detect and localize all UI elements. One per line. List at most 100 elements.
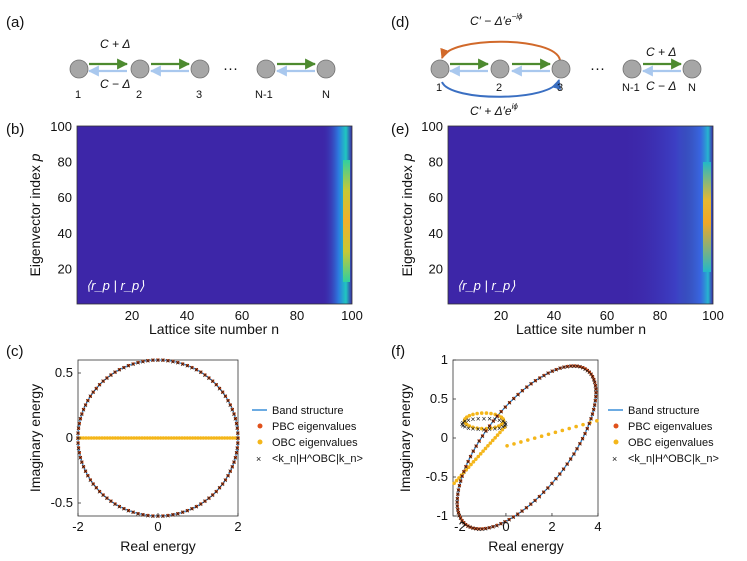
pbc-eigenvalue-point xyxy=(581,365,585,370)
legend-label: PBC eigenvalues xyxy=(628,421,713,433)
obc-eigenvalue-point xyxy=(164,436,168,440)
y-ticks: 20 40 60 80 100 xyxy=(50,119,72,276)
obc-eigenvalue-point xyxy=(499,415,504,420)
obc-eigenvalue-point xyxy=(500,427,505,432)
pbc-eigenvalue-point xyxy=(94,386,98,390)
pbc-eigenvalue-point xyxy=(233,455,238,459)
pbc-eigenvalue-point xyxy=(131,510,135,514)
pbc-eigenvalue-point xyxy=(235,426,239,430)
pbc-eigenvalue-point xyxy=(474,444,478,448)
kn-expectation-point: × xyxy=(223,392,228,401)
kn-expectation-point: × xyxy=(126,507,131,516)
kn-expectation-point: × xyxy=(468,452,473,461)
kn-expectation-point: × xyxy=(232,410,237,419)
kn-expectation-point: × xyxy=(230,463,235,472)
pbc-eigenvalue-point xyxy=(117,368,122,372)
pbc-eigenvalue-point xyxy=(511,515,516,519)
pbc-eigenvalue-point xyxy=(546,371,550,375)
plot-frame xyxy=(447,125,714,305)
kn-expectation-point: × xyxy=(117,366,122,375)
pbc-eigenvalue-point xyxy=(477,527,481,531)
long-hop-arrow-bottom xyxy=(441,79,561,98)
obc-eigenvalue-point xyxy=(501,420,505,425)
panel-label-b: (b) xyxy=(6,121,24,138)
kn-expectation-point: × xyxy=(587,419,592,428)
pbc-eigenvalue-point xyxy=(194,504,199,508)
pbc-eigenvalue-point xyxy=(78,417,83,421)
x-tick-label: 2 xyxy=(234,519,241,534)
kn-expectation-point: × xyxy=(214,381,219,390)
obc-eigenvalue-point xyxy=(174,436,179,440)
axis-ticks: -2 0 2 4 -1 -0.5 0 0.5 1 xyxy=(426,352,602,534)
obc-eigenvalue-point xyxy=(188,436,192,440)
kn-expectation-point: × xyxy=(503,403,508,412)
pbc-eigenvalue-point xyxy=(593,383,598,388)
pbc-eigenvalue-point xyxy=(101,379,105,383)
obc-eigenvalue-point xyxy=(209,436,214,440)
edge-mode-peak xyxy=(343,160,350,282)
x-tick-label: 40 xyxy=(180,308,194,323)
pbc-eigenvalue-point xyxy=(101,493,105,497)
pbc-eigenvalue-point xyxy=(499,409,503,414)
kn-expectation-point: × xyxy=(471,524,476,533)
x-tick-label: 60 xyxy=(600,308,614,323)
kn-expectation-point: × xyxy=(455,502,460,511)
obc-eigenvalue-point xyxy=(454,478,459,483)
pbc-eigenvalue-point xyxy=(542,490,546,494)
x-tick-label: 20 xyxy=(125,308,139,323)
kn-expectation-point: × xyxy=(487,415,492,424)
kn-expectation-point: × xyxy=(593,381,598,390)
kn-expectation-point: × xyxy=(524,504,529,513)
heatmap-b: ⟨r_p | r_p⟩ 20 40 60 80 100 20 40 60 80 100 Latt… xyxy=(27,119,363,337)
kn-expectation-point: × xyxy=(565,362,570,371)
kn-expectation-point: × xyxy=(471,425,476,434)
y-axis-label: Eigenvector index p xyxy=(399,153,415,276)
kn-expectation-point: × xyxy=(101,377,106,386)
pbc-eigenvalue-point xyxy=(468,525,473,529)
kn-expectation-point: × xyxy=(558,364,563,373)
obc-eigenvalue-point xyxy=(471,412,475,417)
obc-eigenvalue-point xyxy=(474,457,478,461)
obc-eigenvalue-point xyxy=(86,436,91,440)
y-tick-label: 20 xyxy=(429,261,443,276)
kn-expectation-point: × xyxy=(217,484,222,493)
kn-expectation-point: × xyxy=(190,505,195,514)
legend-swatch-kn: × xyxy=(612,454,617,464)
kn-expectation-point: × xyxy=(466,457,471,466)
pbc-eigenvalue-point xyxy=(575,447,579,451)
kn-expectation-point: × xyxy=(495,412,500,421)
pbc-eigenvalue-point xyxy=(537,494,542,498)
kn-expectation-point: × xyxy=(580,364,585,373)
lattice-node xyxy=(316,59,336,79)
pbc-eigenvalue-point xyxy=(542,373,546,377)
obc-eigenvalue-point xyxy=(201,436,206,440)
pbc-eigenvalue-point xyxy=(516,392,520,396)
kn-expectation-point: × xyxy=(460,419,465,428)
kn-expectation-point: × xyxy=(575,445,580,454)
obc-eigenvalue-point xyxy=(526,438,530,442)
kn-expectation-point: × xyxy=(554,365,559,374)
pbc-eigenvalue-point xyxy=(487,526,491,530)
kn-expectation-point: × xyxy=(105,494,110,503)
pbc-eigenvalue-point xyxy=(578,441,582,446)
legend-swatch-obc xyxy=(613,439,619,445)
kn-expectation-point: × xyxy=(501,417,506,426)
kn-expectation-point: × xyxy=(457,511,462,520)
obc-eigenvalue-point xyxy=(158,436,163,440)
pbc-eigenvalue-point xyxy=(554,477,558,481)
pbc-eigenvalue-point xyxy=(562,365,566,369)
kn-expectation-point: × xyxy=(455,490,460,499)
kn-expectation-point: × xyxy=(217,384,222,393)
pbc-eigenvalue-point xyxy=(484,429,488,433)
kn-expectation-point: × xyxy=(491,417,496,426)
obc-eigenvalue-point xyxy=(483,446,488,451)
lattice-node xyxy=(682,59,702,79)
y-tick-label: -1 xyxy=(436,508,448,523)
obc-eigenvalue-point xyxy=(124,436,128,440)
obc-eigenvalue-point xyxy=(116,436,120,440)
kn-expectation-point: × xyxy=(487,425,492,434)
pbc-eigenvalue-point xyxy=(136,511,140,516)
kn-expectation-point: × xyxy=(77,449,82,458)
node-label: 3 xyxy=(196,89,202,101)
hop-forward-label: C + Δ xyxy=(100,37,130,51)
